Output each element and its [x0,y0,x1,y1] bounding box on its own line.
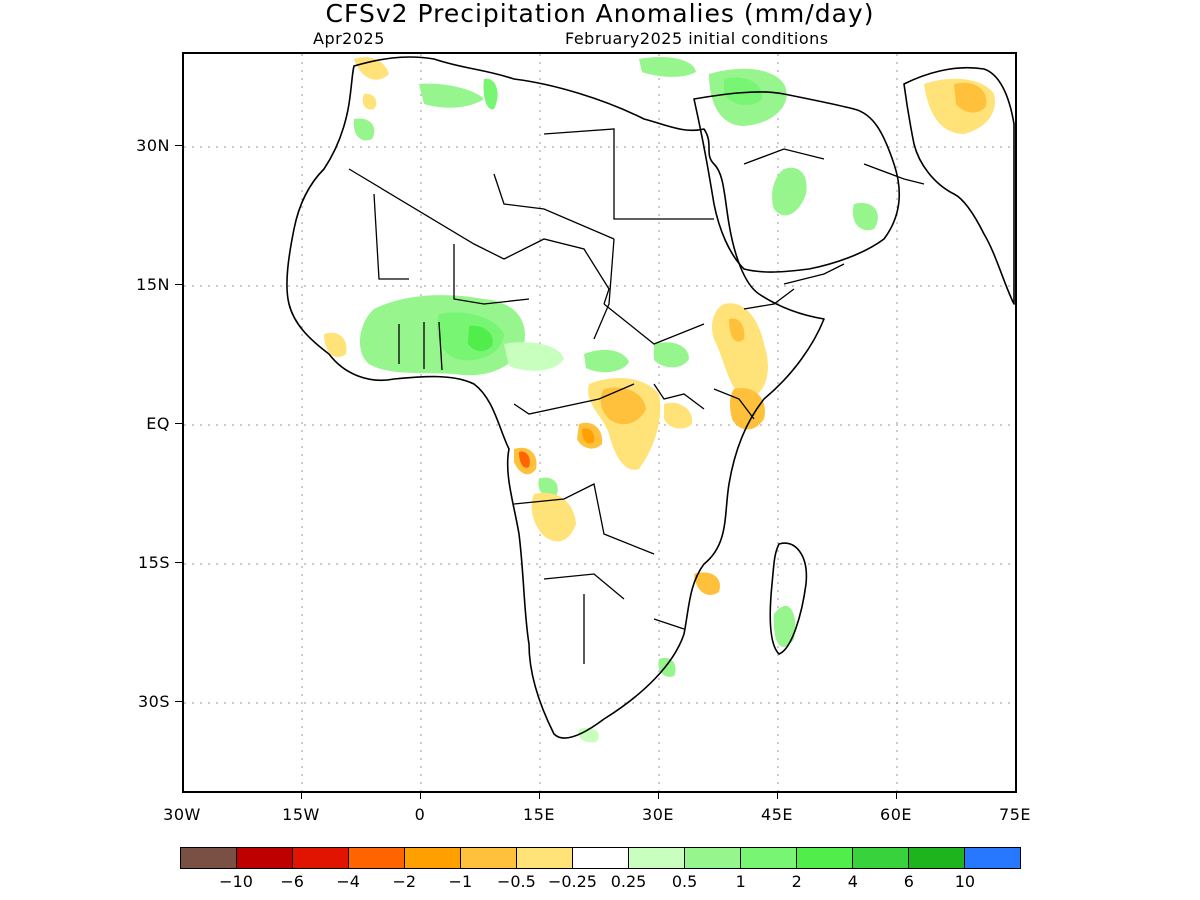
map-panel [182,52,1017,793]
color-scale-label: −1 [448,872,473,891]
color-scale-bar [180,847,1021,869]
wet-anomalies [353,56,878,743]
ylabel-30s: 30S [137,692,170,711]
ytick-15n [175,284,182,285]
ytick-30s [175,701,182,702]
color-cell [237,848,293,868]
color-scale-label: 6 [903,872,914,891]
color-cell [181,848,237,868]
xlabel-45e: 45E [761,805,793,824]
ytick-30n [175,145,182,146]
color-scale-label: 4 [847,872,858,891]
xlabel-0: 0 [414,805,426,824]
coastlines [286,56,1015,739]
color-cell [517,848,573,868]
forecast-month: Apr2025 [313,29,385,48]
color-scale-label: 2 [791,872,802,891]
color-cell [797,848,853,868]
color-scale-label: −0.5 [496,872,536,891]
xlabel-30e: 30E [642,805,674,824]
color-cell [293,848,349,868]
dry-anomalies [324,57,995,595]
xlabel-15e: 15E [523,805,555,824]
ylabel-30n: 30N [136,136,170,155]
color-scale-label: −10 [219,872,253,891]
color-scale-label: 1 [735,872,746,891]
ylabel-15s: 15S [137,553,170,572]
color-cell [573,848,629,868]
xtick-15w [301,793,302,799]
map-title: CFSv2 Precipitation Anomalies (mm/day) [325,0,875,28]
xtick-60e [896,793,897,799]
initial-conditions: February2025 initial conditions [565,29,829,48]
color-scale-label: −2 [392,872,417,891]
xtick-30e [658,793,659,799]
anomaly-map [184,54,1015,791]
xlabel-15w: 15W [282,805,320,824]
xlabel-30w: 30W [163,805,201,824]
color-cell [685,848,741,868]
xlabel-75e: 75E [999,805,1031,824]
ylabel-15n: 15N [136,275,170,294]
xlabel-60e: 60E [880,805,912,824]
color-cell [741,848,797,868]
color-cell [349,848,405,868]
color-cell [965,848,1020,868]
color-cell [405,848,461,868]
color-scale-label: 10 [954,872,976,891]
color-cell [909,848,965,868]
color-scale-label: −4 [336,872,360,891]
ylabel-eq: EQ [146,414,170,433]
color-cell [853,848,909,868]
color-scale-label: −6 [280,872,304,891]
xtick-15e [539,793,540,799]
color-scale-label: −0.25 [547,872,597,891]
color-cell [461,848,517,868]
ytick-eq [175,423,182,424]
color-scale-label: 0.5 [671,872,698,891]
xtick-0 [420,793,421,799]
borders [348,128,925,664]
color-scale-label: 0.25 [610,872,647,891]
gridlines [184,54,1015,791]
ytick-15s [175,562,182,563]
xtick-45e [777,793,778,799]
color-cell [629,848,685,868]
